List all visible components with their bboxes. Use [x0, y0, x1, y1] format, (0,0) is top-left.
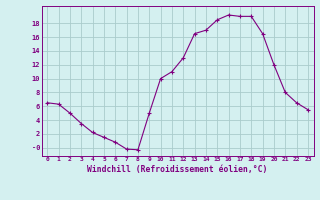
X-axis label: Windchill (Refroidissement éolien,°C): Windchill (Refroidissement éolien,°C)	[87, 165, 268, 174]
